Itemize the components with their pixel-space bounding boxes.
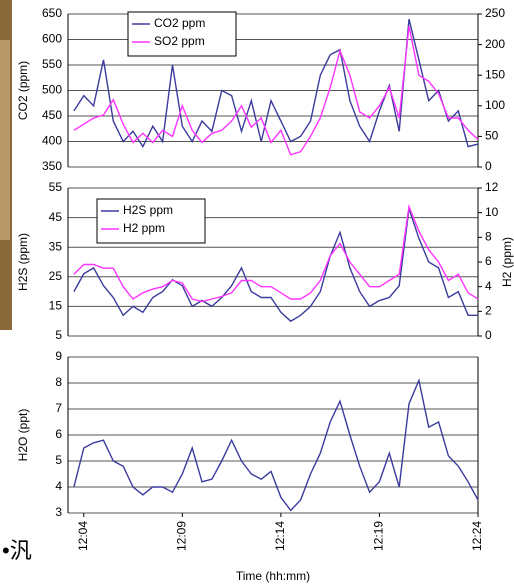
y-axis-title: H2S (ppm)	[16, 233, 30, 291]
legend-box	[127, 11, 237, 57]
legend-label: H2S ppm	[123, 203, 173, 217]
y-tick-label: 3	[55, 505, 62, 519]
y-tick-label: 9	[55, 349, 62, 363]
x-tick-label: 12:09	[174, 521, 188, 551]
y-tick-label: 55	[49, 180, 63, 194]
legend-label: H2 ppm	[123, 221, 165, 235]
y2-tick-label: 0	[485, 328, 492, 342]
y2-tick-label: 4	[485, 279, 492, 293]
y-tick-label: 500	[42, 83, 62, 97]
y2-tick-label: 0	[485, 159, 492, 173]
x-tick-label: 12:19	[372, 521, 386, 551]
y-tick-label: 4	[55, 479, 62, 493]
y-tick-label: 8	[55, 375, 62, 389]
y2-tick-label: 12	[485, 180, 499, 194]
y-tick-label: 7	[55, 401, 62, 415]
y-tick-label: 450	[42, 108, 62, 122]
x-axis-title: Time (hh:mm)	[236, 569, 310, 583]
y2-tick-label: 50	[485, 129, 499, 143]
y-tick-label: 600	[42, 32, 62, 46]
y-tick-label: 6	[55, 427, 62, 441]
photo-fragment	[0, 40, 10, 240]
y-tick-label: 5	[55, 453, 62, 467]
y2-tick-label: 150	[485, 67, 505, 81]
y-tick-label: 5	[55, 328, 62, 342]
x-tick-label: 12:14	[273, 521, 287, 551]
y2-tick-label: 100	[485, 98, 505, 112]
y-tick-label: 35	[49, 239, 63, 253]
series-line	[73, 208, 478, 323]
y2-axis-title: H2 (ppm)	[500, 237, 514, 287]
y-tick-label: 15	[49, 299, 63, 313]
x-tick-label: 12:24	[470, 521, 484, 551]
series-line	[73, 378, 479, 512]
series-line	[73, 203, 479, 303]
y-tick-label: 45	[49, 210, 63, 224]
legend-box	[96, 198, 206, 244]
y-tick-label: 350	[42, 159, 62, 173]
y2-tick-label: 8	[485, 230, 492, 244]
side-text: •汎	[2, 538, 32, 563]
y-tick-label: 650	[42, 6, 62, 20]
legend-label: SO2 ppm	[154, 34, 205, 48]
y-tick-label: 400	[42, 134, 62, 148]
y2-tick-label: 200	[485, 37, 505, 51]
y2-tick-label: 10	[485, 205, 499, 219]
y-tick-label: 25	[49, 269, 63, 283]
series-line	[73, 18, 479, 149]
series-line	[73, 26, 479, 156]
x-tick-label: 12:04	[76, 521, 90, 551]
y-axis-title: H2O (ppt)	[16, 409, 30, 462]
legend-label: CO2 ppm	[154, 16, 205, 30]
y2-tick-label: 6	[485, 254, 492, 268]
y2-tick-label: 250	[485, 6, 505, 20]
y-tick-label: 550	[42, 57, 62, 71]
y-axis-title: CO2 (ppm)	[16, 61, 30, 120]
y2-tick-label: 2	[485, 304, 492, 318]
